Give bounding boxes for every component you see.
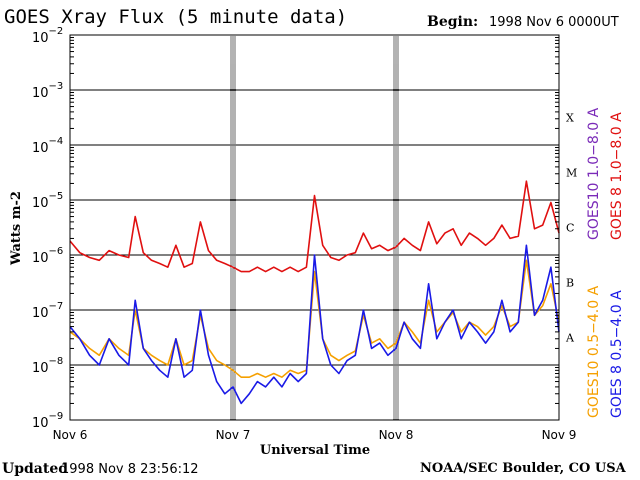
flare-class-label: C bbox=[566, 222, 574, 235]
series-line-0 bbox=[69, 180, 560, 273]
begin-value: 1998 Nov 6 0000UT bbox=[489, 15, 619, 30]
y-tick-label: 10−3 bbox=[32, 81, 63, 101]
series-line-2 bbox=[69, 244, 560, 405]
chart-grid bbox=[70, 34, 559, 421]
y-tick-label: 10−2 bbox=[32, 26, 63, 46]
updated-value: 1998 Nov 8 23:56:12 bbox=[61, 462, 199, 477]
legend-long-channel: GOES10 1.0−8.0 A GOES 8 1.0−8.0 A bbox=[586, 107, 625, 240]
y-tick-label: 10−4 bbox=[32, 136, 63, 156]
y-tick-label: 10−5 bbox=[32, 191, 63, 211]
plot-frame bbox=[69, 34, 560, 421]
y-tick-label: 10−8 bbox=[32, 356, 63, 376]
x-tick-label: Nov 8 bbox=[379, 428, 414, 442]
flare-class-label: B bbox=[566, 277, 574, 290]
x-tick-label: Nov 7 bbox=[216, 428, 251, 442]
flare-class-label: A bbox=[565, 332, 575, 345]
legend-entry: GOES 8 0.5−4.0 A bbox=[609, 290, 625, 418]
legend-entry: GOES10 1.0−8.0 A bbox=[586, 107, 602, 240]
y-tick-exponent: −5 bbox=[49, 191, 64, 202]
y-tick-exponent: −7 bbox=[49, 301, 64, 312]
y-tick-exponent: −3 bbox=[49, 81, 64, 92]
legend-short-channel: GOES10 0.5−4.0 A GOES 8 0.5−4.0 A bbox=[586, 285, 625, 418]
y-tick-exponent: −9 bbox=[49, 411, 64, 422]
updated-label: Updated bbox=[2, 461, 69, 477]
legend-entry: GOES10 0.5−4.0 A bbox=[586, 285, 602, 418]
x-axis-label: Universal Time bbox=[260, 443, 370, 458]
flare-class-label: M bbox=[566, 167, 577, 180]
series-layer bbox=[69, 180, 560, 405]
y-tick-label: 10−6 bbox=[32, 246, 63, 266]
begin-label: Begin: bbox=[427, 14, 479, 30]
series-line-1 bbox=[69, 259, 560, 379]
flare-class-label: X bbox=[566, 112, 574, 125]
y-tick-label: 10−7 bbox=[32, 301, 63, 321]
credit-text: NOAA/SEC Boulder, CO USA bbox=[420, 461, 626, 476]
chart-title: GOES Xray Flux (5 minute data) bbox=[4, 6, 348, 28]
x-tick-label: Nov 9 bbox=[542, 428, 577, 442]
y-tick-exponent: −2 bbox=[49, 26, 64, 37]
y-tick-exponent: −6 bbox=[49, 246, 64, 257]
y-tick-exponent: −4 bbox=[49, 136, 64, 147]
y-tick-exponent: −8 bbox=[49, 356, 64, 367]
legend-entry: GOES 8 1.0−8.0 A bbox=[609, 112, 625, 240]
y-axis-label: Watts m-2 bbox=[9, 191, 24, 266]
x-tick-label: Nov 6 bbox=[53, 428, 88, 442]
